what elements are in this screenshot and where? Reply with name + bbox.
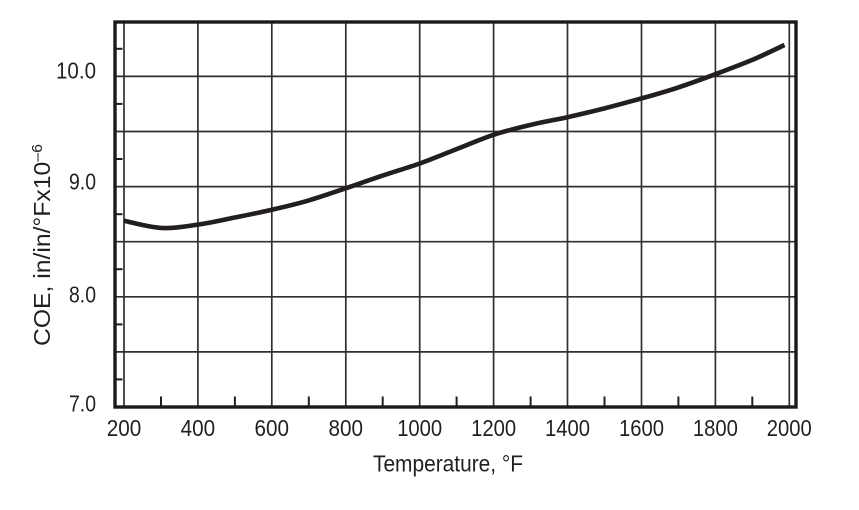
svg-text:9.0: 9.0: [69, 169, 96, 195]
svg-text:COE, in/in/°Fx10–6: COE, in/in/°Fx10–6: [29, 144, 55, 346]
svg-text:8.0: 8.0: [69, 282, 96, 308]
svg-text:400: 400: [181, 415, 216, 441]
svg-text:2000: 2000: [767, 415, 812, 441]
svg-text:200: 200: [107, 415, 142, 441]
svg-text:1800: 1800: [693, 415, 738, 441]
svg-text:7.0: 7.0: [69, 391, 96, 417]
svg-text:1400: 1400: [545, 415, 590, 441]
svg-text:600: 600: [255, 415, 290, 441]
svg-text:1600: 1600: [619, 415, 664, 441]
svg-text:1200: 1200: [471, 415, 516, 441]
svg-text:Temperature, °F: Temperature, °F: [373, 451, 523, 477]
svg-text:10.0: 10.0: [56, 58, 96, 84]
svg-text:800: 800: [329, 415, 364, 441]
svg-text:1000: 1000: [397, 415, 442, 441]
